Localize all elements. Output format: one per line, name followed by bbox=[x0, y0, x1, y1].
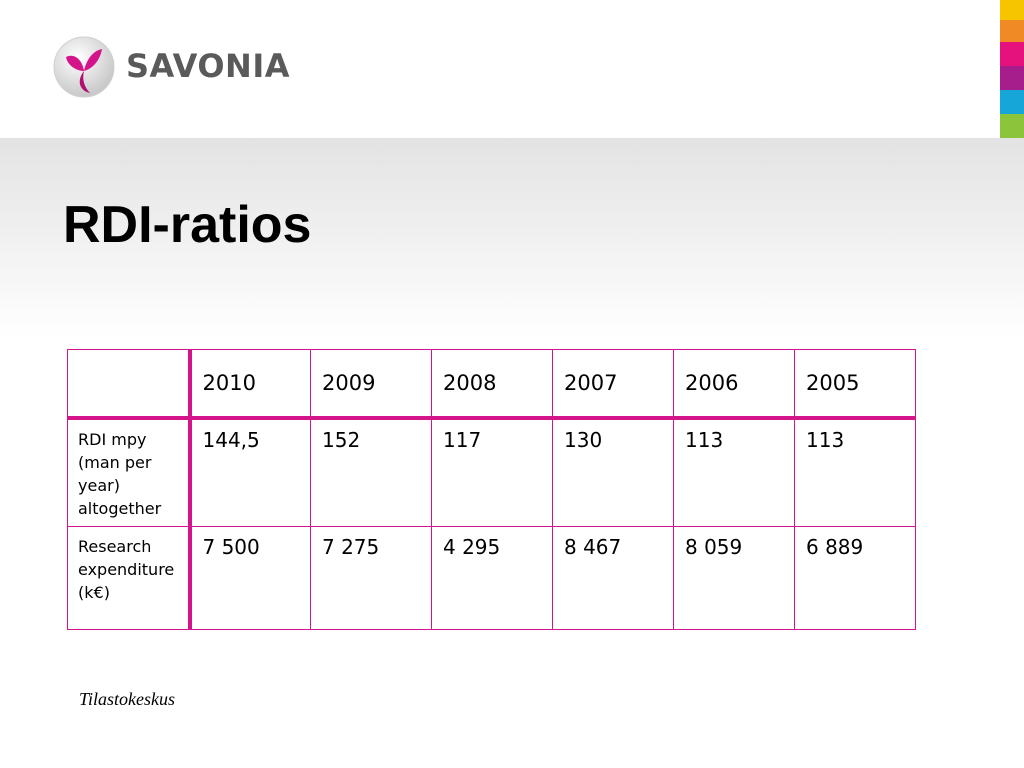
table-cell: 152 bbox=[310, 417, 432, 527]
table-header-row: 2010 2009 2008 2007 2006 2005 bbox=[67, 349, 916, 420]
header-year-2006: 2006 bbox=[673, 349, 795, 420]
source-note: Tilastokeskus bbox=[79, 689, 176, 709]
rdi-table: 2010 2009 2008 2007 2006 2005 RDI mpy (m… bbox=[67, 349, 916, 630]
color-strip-orange bbox=[1000, 20, 1024, 42]
table-cell: 7 275 bbox=[310, 526, 432, 630]
row-label: Research expenditure (k€) bbox=[67, 526, 192, 630]
table-cell: 8 059 bbox=[673, 526, 795, 630]
row-label: RDI mpy (man per year) altogether bbox=[67, 417, 192, 527]
table-cell: 6 889 bbox=[794, 526, 916, 630]
table-cell: 7 500 bbox=[189, 526, 311, 630]
header-corner-cell bbox=[67, 349, 192, 420]
color-strip-yellow bbox=[1000, 0, 1024, 20]
color-strip-purple bbox=[1000, 66, 1024, 90]
table-row: Research expenditure (k€) 7 500 7 275 4 … bbox=[67, 526, 916, 630]
table-cell: 117 bbox=[431, 417, 553, 527]
savonia-logo-icon bbox=[53, 36, 115, 98]
header-year-2007: 2007 bbox=[552, 349, 674, 420]
table-cell: 144,5 bbox=[189, 417, 311, 527]
slide-header: SAVONIA bbox=[0, 0, 1024, 138]
brand-name: SAVONIA bbox=[126, 47, 290, 85]
slide-title: RDI-ratios bbox=[63, 196, 312, 254]
table-cell: 8 467 bbox=[552, 526, 674, 630]
table-row: RDI mpy (man per year) altogether 144,5 … bbox=[67, 417, 916, 527]
color-strip-cyan bbox=[1000, 90, 1024, 114]
header-year-2008: 2008 bbox=[431, 349, 553, 420]
title-band bbox=[0, 138, 1024, 338]
header-year-2009: 2009 bbox=[310, 349, 432, 420]
table-cell: 130 bbox=[552, 417, 674, 527]
header-year-2005: 2005 bbox=[794, 349, 916, 420]
color-strip-green bbox=[1000, 114, 1024, 138]
table-cell: 4 295 bbox=[431, 526, 553, 630]
color-strip-magenta bbox=[1000, 42, 1024, 66]
table-cell: 113 bbox=[794, 417, 916, 527]
table-cell: 113 bbox=[673, 417, 795, 527]
color-strip bbox=[1000, 0, 1024, 138]
header-year-2010: 2010 bbox=[189, 349, 311, 420]
